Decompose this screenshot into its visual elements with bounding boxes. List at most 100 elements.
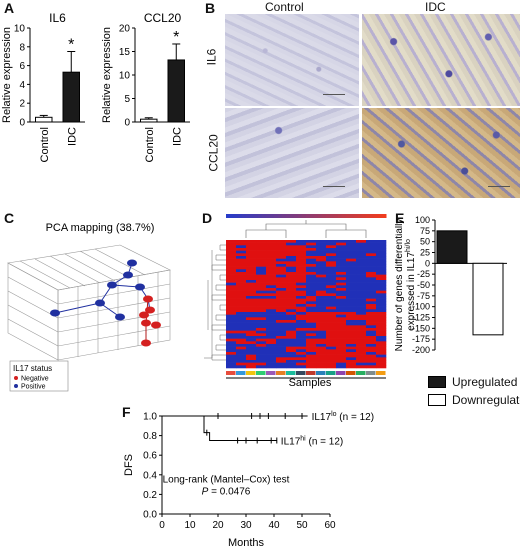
heatmap-cell	[316, 242, 327, 246]
heatmap-cell	[286, 240, 297, 243]
heatmap-cell	[306, 240, 317, 243]
heatmap-cell	[296, 333, 307, 337]
heatmap-cell	[356, 261, 367, 265]
heatmap-cell	[276, 272, 287, 275]
heatmap-cell	[326, 349, 337, 353]
heatmap-cell	[286, 314, 297, 318]
heatmap-cell	[346, 277, 357, 281]
heatmap-cell	[296, 354, 307, 358]
heatmap-cell	[326, 288, 337, 291]
y-axis-label: Number of genes differentially	[395, 219, 405, 352]
y-tick-label: -150	[412, 323, 430, 333]
heatmap-cell	[356, 312, 367, 315]
heatmap-cell	[376, 277, 387, 281]
heatmap-cell	[246, 269, 257, 273]
heatmap-cell	[346, 312, 357, 315]
heatmap-cell	[356, 272, 367, 275]
x-tick-label: 10	[184, 520, 196, 531]
heatmap-cell	[326, 290, 337, 294]
heatmap-cell	[316, 290, 327, 294]
heatmap-cell	[286, 250, 297, 254]
heatmap-cell	[256, 346, 267, 350]
heatmap-cell	[366, 312, 377, 315]
heatmap-cell	[296, 266, 307, 270]
heatmap-cell	[266, 253, 277, 257]
heatmap-cell	[376, 320, 387, 323]
heatmap-cell	[376, 253, 387, 257]
heatmap-cell	[306, 320, 317, 323]
heatmap-cell	[286, 264, 297, 267]
heatmap-cell	[296, 344, 307, 347]
heatmap-cell	[296, 240, 307, 243]
heatmap-cell	[326, 346, 337, 350]
heatmap-cell	[236, 248, 247, 251]
heatmap-cell	[356, 304, 367, 307]
sample-bar-cell	[366, 371, 376, 375]
heatmap-cell	[296, 330, 307, 334]
heatmap-cell	[346, 301, 357, 305]
dendrogram-branch	[219, 304, 226, 311]
heatmap-cell	[246, 357, 257, 361]
heatmap-cell	[226, 274, 237, 278]
heatmap-cell	[326, 256, 337, 259]
heatmap-cell	[266, 280, 277, 283]
heatmap-cell	[316, 296, 327, 299]
heatmap-cell	[286, 242, 297, 246]
heatmap-cell	[236, 338, 247, 342]
heatmap-cell	[296, 320, 307, 323]
sample-bar-cell	[296, 371, 306, 375]
heatmap-cell	[246, 280, 257, 283]
significance-marker: *	[173, 29, 179, 46]
x-tick-label: 0	[159, 520, 165, 531]
heatmap-cell	[296, 253, 307, 257]
scale-bar	[323, 186, 345, 187]
heatmap-cell	[326, 269, 337, 273]
dendrogram-branch	[204, 250, 213, 359]
heatmap-cell	[246, 253, 257, 257]
heatmap-cell	[356, 341, 367, 345]
heatmap-cell	[306, 360, 317, 363]
y-tick-label: 1.0	[143, 412, 157, 423]
heatmap-cell	[376, 312, 387, 315]
heatmap-cell	[256, 320, 267, 323]
heatmap-cell	[346, 274, 357, 278]
heatmap-cell	[286, 293, 297, 297]
heatmap-cell	[376, 341, 387, 345]
heatmap-cell	[306, 349, 317, 353]
y-tick-label: 100	[415, 215, 430, 225]
heatmap-cell	[286, 269, 297, 273]
heatmap-cell	[226, 253, 237, 257]
heatmap-cell	[336, 365, 347, 369]
heatmap-cell	[266, 266, 277, 270]
heatmap-cell	[326, 304, 337, 307]
heatmap-cell	[286, 352, 297, 355]
heatmap-cell	[236, 280, 247, 283]
x-tick-label: IDC	[66, 127, 78, 146]
top-bar-cell	[322, 214, 327, 218]
heatmap-cell	[256, 365, 267, 369]
heatmap-cell	[366, 298, 377, 302]
panel-label-a: A	[4, 0, 15, 16]
heatmap-cell	[226, 266, 237, 270]
heatmap-cell	[266, 272, 277, 275]
heatmap-cell	[336, 320, 347, 323]
heatmap-cell	[226, 336, 237, 339]
heatmap-cell	[366, 256, 377, 259]
heatmap-cell	[266, 245, 277, 249]
heatmap-cell	[326, 248, 337, 251]
heatmap-cell	[366, 325, 377, 329]
heatmap-cell	[316, 253, 327, 257]
heatmap-cell	[256, 290, 267, 294]
heatmap-cell	[346, 264, 357, 267]
heatmap-cell	[336, 242, 347, 246]
heatmap-cell	[226, 280, 237, 283]
heatmap-cell	[376, 365, 387, 369]
heatmap-cell	[246, 317, 257, 321]
micrograph-il6-idc	[362, 14, 520, 106]
heatmap-cell	[356, 248, 367, 251]
heatmap-cell	[346, 362, 357, 366]
sample-bar-cell	[226, 371, 236, 375]
pca-point-negative	[151, 321, 161, 329]
heatmap-cell	[276, 320, 287, 323]
heatmap-cell	[236, 256, 247, 259]
